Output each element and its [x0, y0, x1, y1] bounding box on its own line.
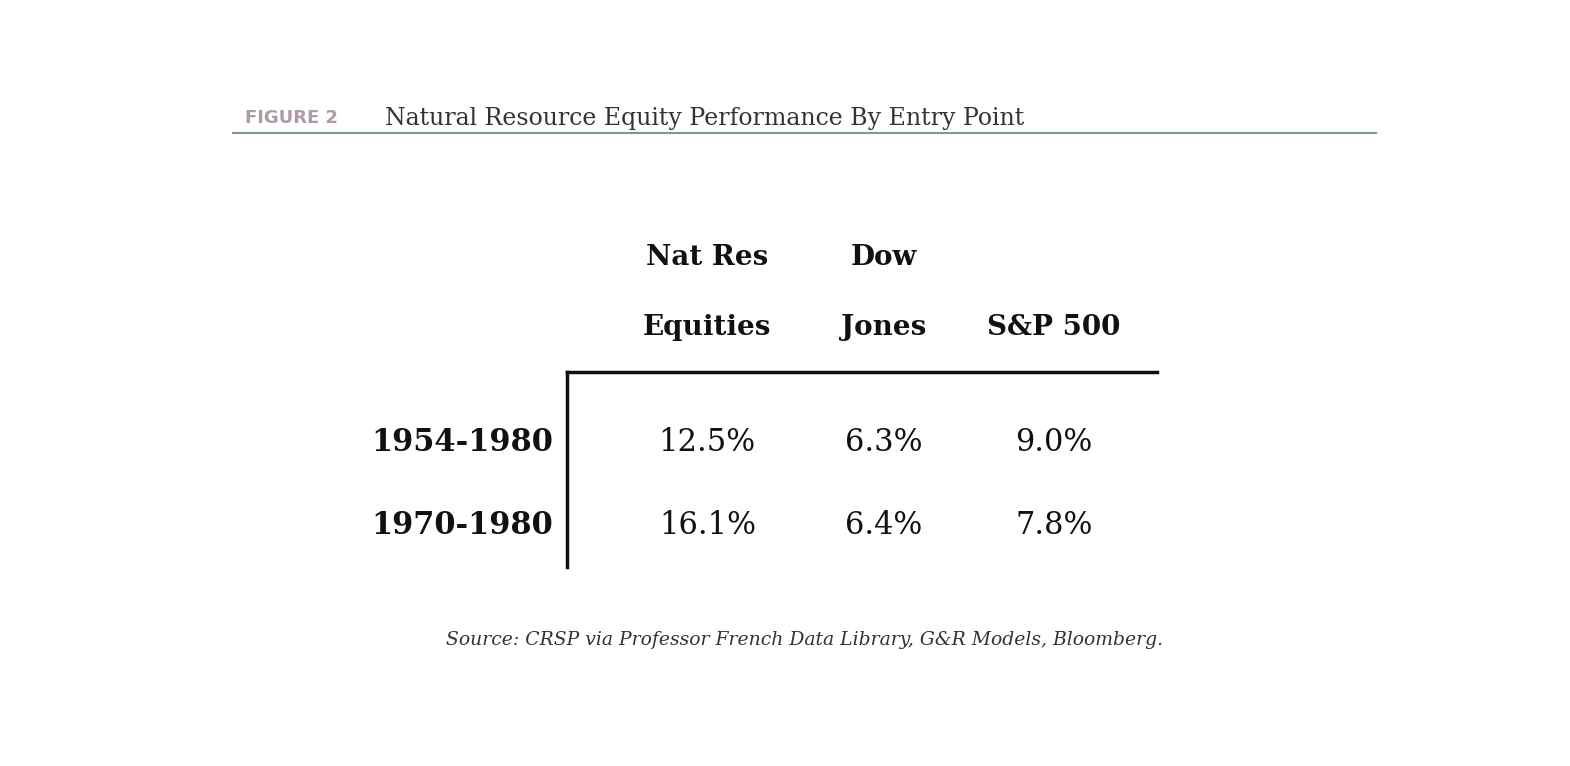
Text: Source: CRSP via Professor French Data Library, G&R Models, Bloomberg.: Source: CRSP via Professor French Data L…: [446, 631, 1163, 650]
Text: 9.0%: 9.0%: [1016, 427, 1093, 458]
Text: 6.3%: 6.3%: [845, 427, 923, 458]
Text: Natural Resource Equity Performance By Entry Point: Natural Resource Equity Performance By E…: [385, 107, 1024, 130]
Text: 1954-1980: 1954-1980: [371, 427, 553, 458]
Text: 16.1%: 16.1%: [659, 510, 755, 541]
Text: Jones: Jones: [842, 314, 926, 342]
Text: 6.4%: 6.4%: [845, 510, 922, 541]
Text: S&P 500: S&P 500: [988, 314, 1121, 342]
Text: 1970-1980: 1970-1980: [371, 510, 553, 541]
Text: Equities: Equities: [644, 314, 771, 342]
Text: FIGURE 2: FIGURE 2: [245, 110, 338, 127]
Text: 7.8%: 7.8%: [1016, 510, 1093, 541]
Text: Nat Res: Nat Res: [647, 244, 768, 270]
Text: 12.5%: 12.5%: [659, 427, 755, 458]
Text: Dow: Dow: [851, 244, 917, 270]
